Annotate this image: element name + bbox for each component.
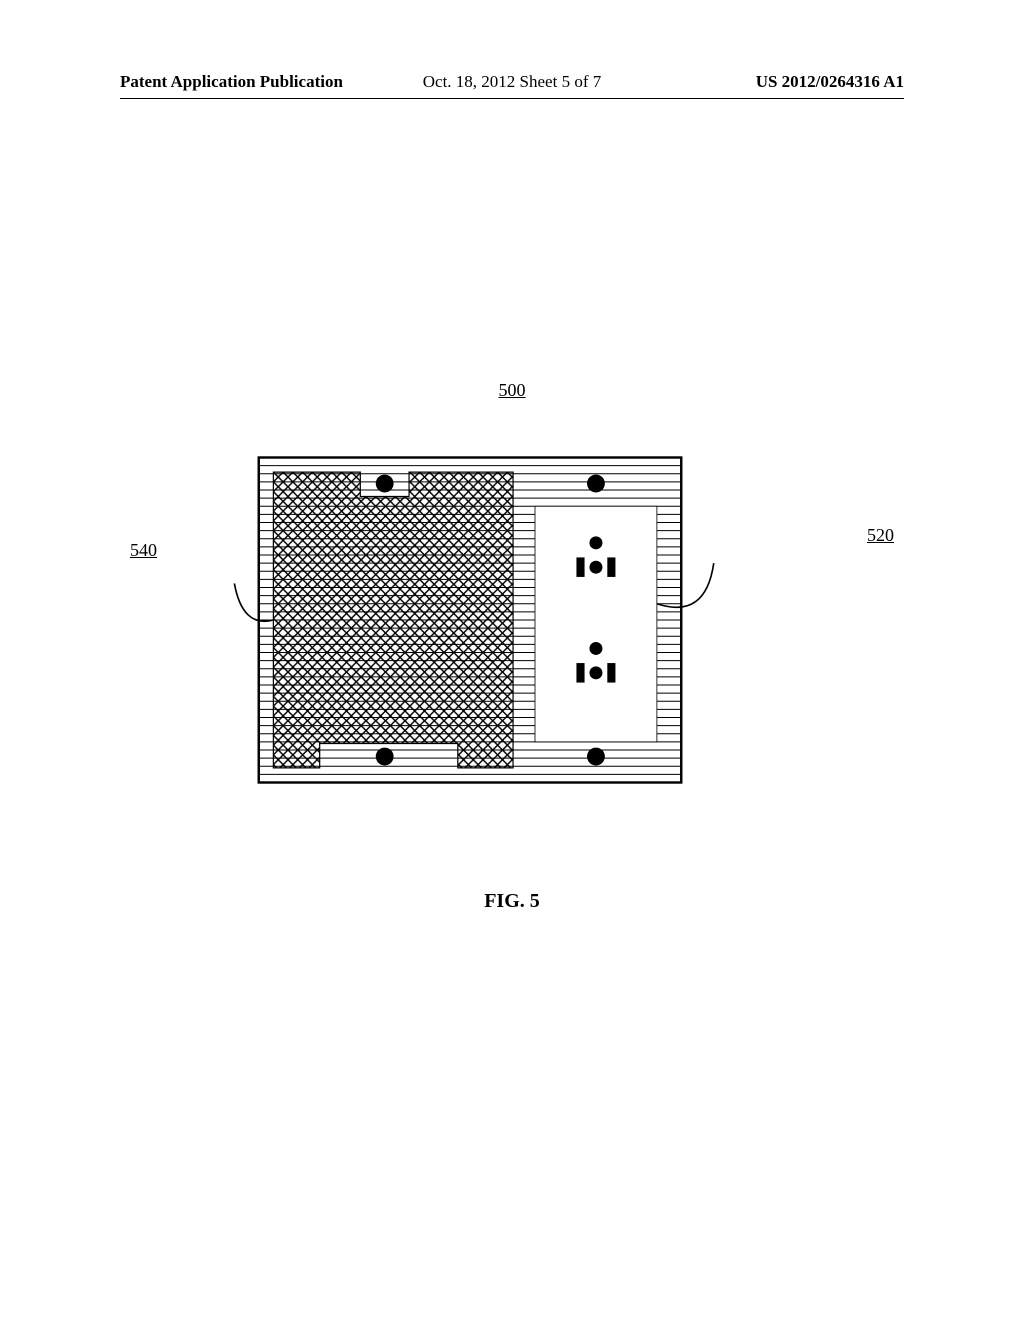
- page-header: Patent Application Publication Oct. 18, …: [0, 72, 1024, 92]
- figure-caption: FIG. 5: [484, 890, 540, 913]
- header-right: US 2012/0264316 A1: [756, 72, 904, 92]
- label-520: 520: [867, 525, 894, 546]
- header-center: Oct. 18, 2012 Sheet 5 of 7: [423, 72, 601, 92]
- figure-diagram: [210, 420, 730, 820]
- label-540: 540: [130, 540, 157, 561]
- figure-number: 500: [499, 380, 526, 401]
- header-left: Patent Application Publication: [120, 72, 343, 92]
- crosshatch-region: [273, 472, 513, 768]
- header-rule: [120, 98, 904, 99]
